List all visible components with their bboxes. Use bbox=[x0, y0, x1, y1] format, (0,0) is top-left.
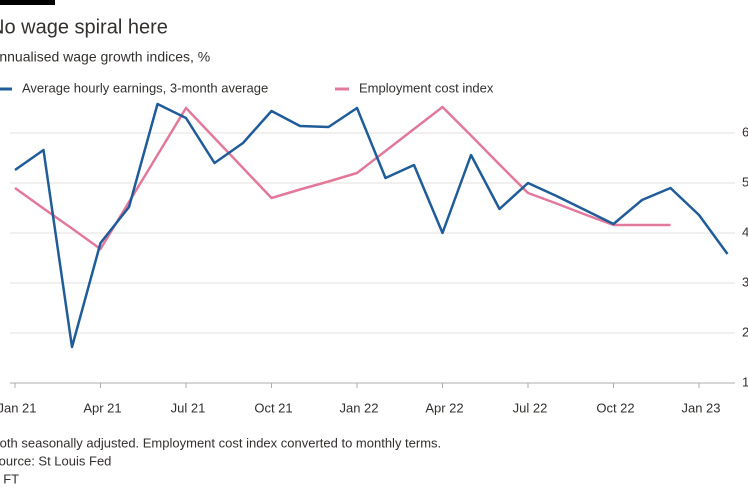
y-tick-label: 6 bbox=[742, 124, 748, 139]
x-tick-label: Jan 21 bbox=[0, 400, 37, 415]
y-tick-label: 5 bbox=[742, 174, 748, 189]
footnote: Both seasonally adjusted. Employment cos… bbox=[0, 435, 441, 450]
y-tick-label: 4 bbox=[742, 224, 748, 239]
series-line bbox=[14, 102, 729, 349]
brand-bar bbox=[0, 0, 55, 5]
x-tick-label: Apr 21 bbox=[83, 400, 121, 415]
chart-subtitle: Annualised wage growth indices, % bbox=[0, 49, 210, 65]
x-tick-label: Jul 21 bbox=[171, 400, 206, 415]
y-tick-label: 3 bbox=[742, 274, 748, 289]
x-tick-label: Oct 22 bbox=[596, 400, 634, 415]
source: Source: St Louis Fed bbox=[0, 453, 111, 468]
x-tick-label: Jan 23 bbox=[681, 400, 720, 415]
series-line bbox=[14, 105, 671, 251]
x-tick-label: Jan 22 bbox=[339, 400, 378, 415]
y-tick-label: 2 bbox=[742, 324, 748, 339]
x-tick-label: Apr 22 bbox=[425, 400, 463, 415]
chart-title: No wage spiral here bbox=[0, 16, 168, 38]
x-tick-label: Oct 21 bbox=[254, 400, 292, 415]
legend-label: Average hourly earnings, 3-month average bbox=[22, 80, 268, 95]
x-tick-label: Jul 22 bbox=[513, 400, 548, 415]
y-tick-label: 1 bbox=[742, 374, 748, 389]
legend-label: Employment cost index bbox=[359, 80, 494, 95]
credit: © FT bbox=[0, 471, 19, 486]
